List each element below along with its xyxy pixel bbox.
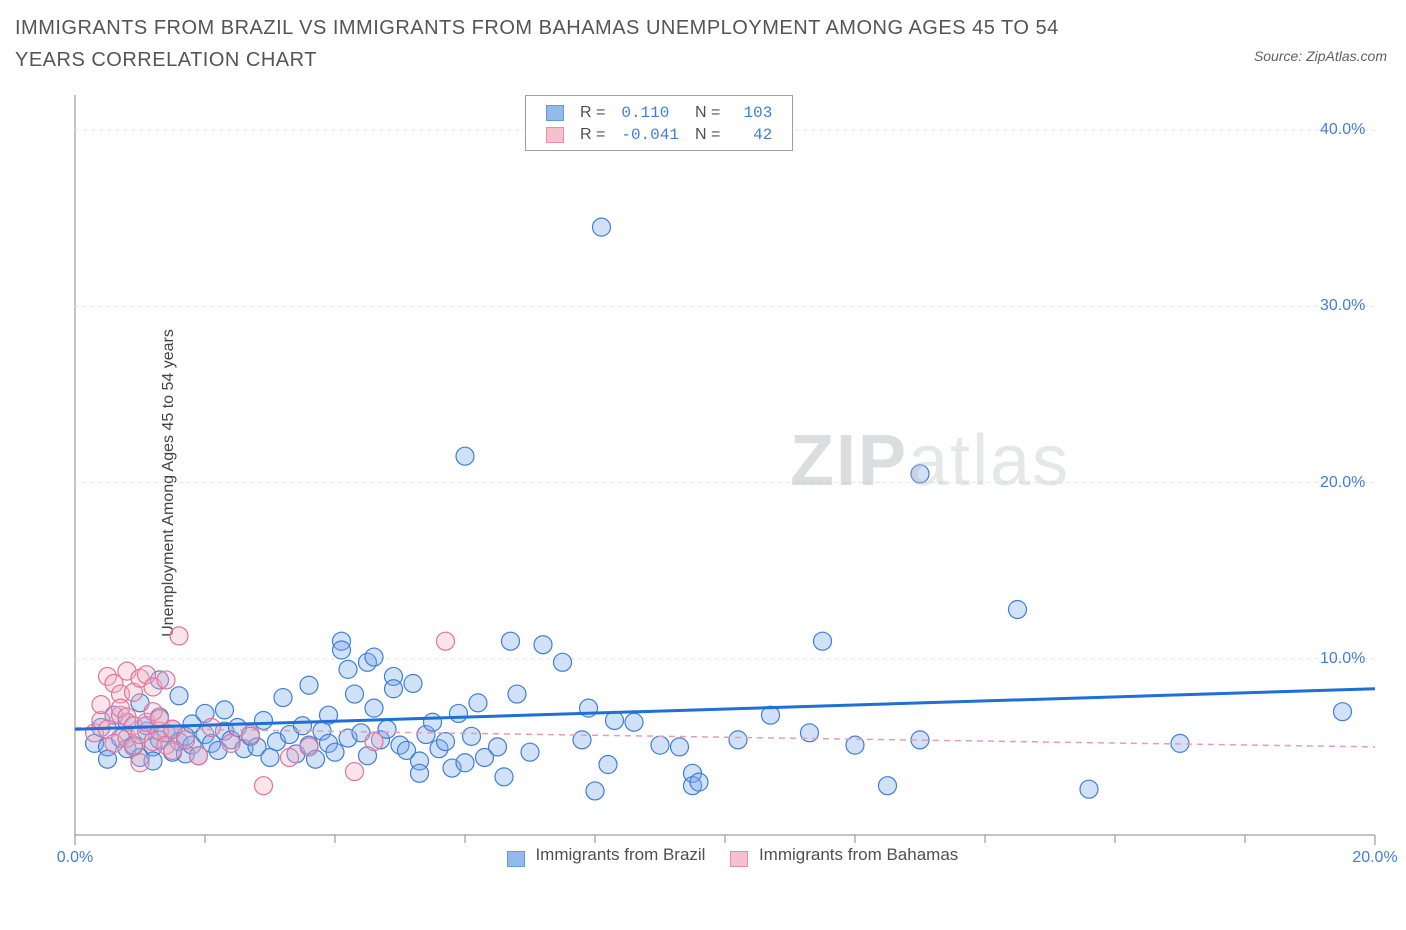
legend-N-label: N = [687, 124, 728, 146]
chart-title: IMMIGRANTS FROM BRAZIL VS IMMIGRANTS FRO… [15, 12, 1115, 76]
series-legend: Immigrants from Brazil Immigrants from B… [55, 845, 1390, 865]
legend-R-label: R = [572, 102, 613, 124]
y-tick-label: 20.0% [1320, 474, 1365, 492]
legend-N-bahamas: 42 [728, 124, 780, 146]
x-tick-label: 0.0% [57, 849, 93, 867]
series-label-bahamas: Immigrants from Bahamas [759, 845, 958, 864]
swatch-bahamas [730, 851, 748, 867]
y-tick-label: 40.0% [1320, 121, 1365, 139]
legend-N-brazil: 103 [728, 102, 780, 124]
legend-R-bahamas: -0.041 [613, 124, 687, 146]
x-tick-label: 20.0% [1352, 849, 1397, 867]
plot-area: Unemployment Among Ages 45 to 54 years Z… [55, 95, 1390, 870]
legend-R-label: R = [572, 124, 613, 146]
legend-row-bahamas: R = -0.041 N = 42 [538, 124, 780, 146]
legend-R-brazil: 0.110 [613, 102, 677, 124]
y-tick-label: 10.0% [1320, 650, 1365, 668]
y-tick-label: 30.0% [1320, 297, 1365, 315]
swatch-brazil [507, 851, 525, 867]
correlation-legend: R = 0.110 N = 103 R = -0.041 N = 42 [525, 95, 793, 151]
scatter-chart [55, 95, 1390, 870]
legend-row-brazil: R = 0.110 N = 103 [538, 102, 780, 124]
source-label: Source: ZipAtlas.com [1254, 48, 1387, 64]
legend-N-label: N = [687, 102, 728, 124]
swatch-brazil [546, 105, 564, 121]
swatch-bahamas [546, 127, 564, 143]
series-label-brazil: Immigrants from Brazil [535, 845, 705, 864]
